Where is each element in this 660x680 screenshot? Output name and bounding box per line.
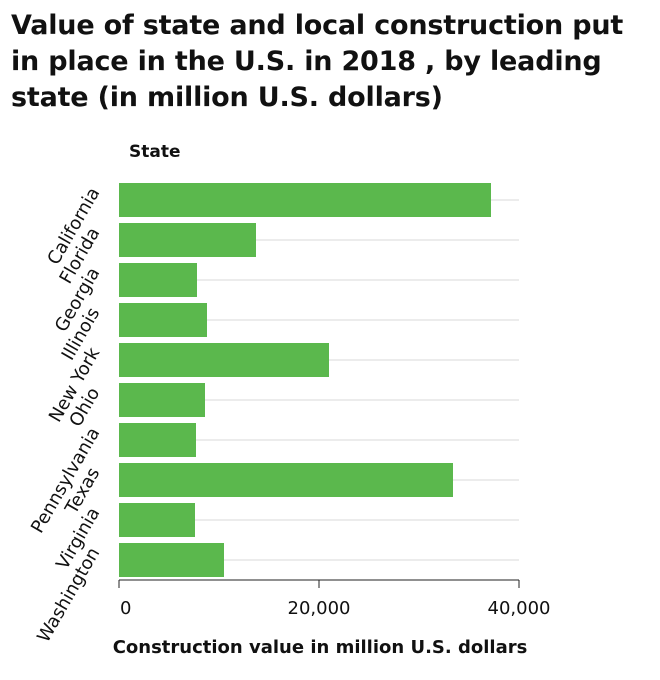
bar-illinois: [119, 303, 207, 337]
x-axis: 0 20,000 40,000: [118, 579, 551, 619]
bar-virginia: [119, 503, 195, 537]
bar-california: [119, 183, 491, 217]
bar-ohio: [119, 383, 205, 417]
bar-new-york: [119, 343, 329, 377]
bar-pennsylvania: [119, 423, 196, 457]
chart-title: Value of state and local construction pu…: [11, 8, 651, 116]
chart-title-line-1: Value of state and local construction pu…: [11, 10, 624, 41]
bars: [119, 183, 491, 577]
bar-georgia: [119, 263, 197, 297]
y-axis-label: State: [129, 142, 181, 162]
x-axis-label: Construction value in million U.S. dolla…: [113, 637, 528, 658]
bar-texas: [119, 463, 453, 497]
chart-title-line-3: state (in million U.S. dollars): [11, 82, 443, 113]
chart-title-line-2: in place in the U.S. in 2018 , by leadin…: [11, 46, 602, 77]
x-tick-label: 20,000: [288, 598, 351, 619]
x-tick-label: 40,000: [488, 598, 551, 619]
bar-washington: [119, 543, 224, 577]
bar-florida: [119, 223, 256, 257]
x-tick-label: 0: [120, 598, 131, 619]
